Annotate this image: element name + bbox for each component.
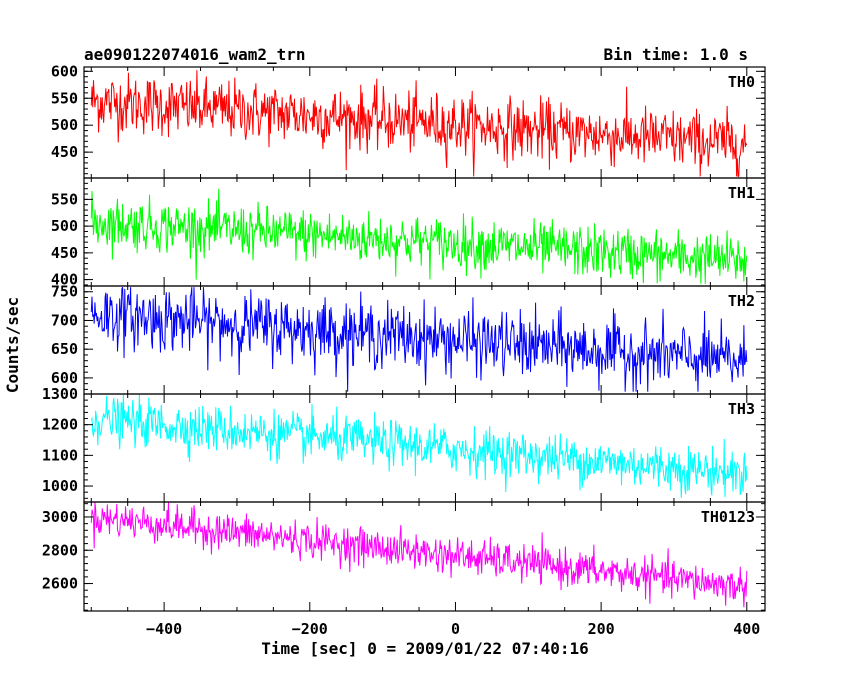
y-tick-label: 3000 bbox=[42, 508, 78, 526]
y-tick-label: 1000 bbox=[42, 477, 78, 495]
panel-label: TH0123 bbox=[701, 508, 755, 526]
panel-th2: 600 650 700 750 TH2 bbox=[51, 283, 766, 395]
series-th1 bbox=[90, 188, 748, 284]
panels-group: 450 500 550 600 TH0 400 450 500 550 TH1 600 650 700 7… bbox=[42, 62, 766, 612]
x-tick-label: 0 bbox=[451, 620, 460, 638]
x-tick-label: −200 bbox=[292, 620, 328, 638]
y-tick-label: 2600 bbox=[42, 575, 78, 593]
y-tick-label: 500 bbox=[51, 217, 78, 235]
y-tick-label: 450 bbox=[51, 143, 78, 161]
y-tick-label: 400 bbox=[51, 271, 78, 289]
panel-label: TH3 bbox=[728, 400, 755, 418]
x-tick-label: 200 bbox=[588, 620, 615, 638]
series-th0123 bbox=[90, 501, 748, 608]
x-axis: −400 −200 0 200 400 bbox=[146, 620, 760, 638]
x-axis-title: Time [sec] 0 = 2009/01/22 07:40:16 bbox=[261, 639, 589, 658]
y-tick-label: 550 bbox=[51, 89, 78, 107]
y-tick-label: 2800 bbox=[42, 541, 78, 559]
panel-frame bbox=[83, 501, 766, 612]
y-tick-label: 450 bbox=[51, 244, 78, 262]
series-th2 bbox=[90, 286, 748, 392]
panel-label: TH1 bbox=[728, 184, 755, 202]
y-tick-label: 600 bbox=[51, 369, 78, 387]
figure-title: ae090122074016_wam2_trn bbox=[84, 45, 306, 64]
panel-label: TH2 bbox=[728, 292, 755, 310]
series-th0 bbox=[90, 70, 748, 177]
x-tick-label: 400 bbox=[733, 620, 760, 638]
panel-th1: 400 450 500 550 TH1 bbox=[51, 177, 766, 289]
panel-th0123: 2600 2800 3000 TH0123 bbox=[42, 501, 766, 612]
y-tick-label: 600 bbox=[51, 62, 78, 80]
y-tick-label: 1200 bbox=[42, 416, 78, 434]
panel-th0: 450 500 550 600 TH0 bbox=[51, 62, 766, 179]
y-tick-label: 550 bbox=[51, 190, 78, 208]
y-tick-label: 500 bbox=[51, 116, 78, 134]
y-axis-title: Counts/sec bbox=[3, 297, 22, 393]
y-tick-label: 1100 bbox=[42, 446, 78, 464]
x-tick-label: −400 bbox=[146, 620, 182, 638]
y-tick-label: 750 bbox=[51, 283, 78, 301]
panel-th3: 1000 1100 1200 1300 TH3 bbox=[42, 385, 766, 503]
y-tick-label: 650 bbox=[51, 340, 78, 358]
y-tick-label: 1300 bbox=[42, 385, 78, 403]
panel-label: TH0 bbox=[728, 73, 755, 91]
y-tick-label: 700 bbox=[51, 311, 78, 329]
bin-time-label: Bin time: 1.0 s bbox=[604, 45, 749, 64]
series-th3 bbox=[90, 393, 748, 499]
